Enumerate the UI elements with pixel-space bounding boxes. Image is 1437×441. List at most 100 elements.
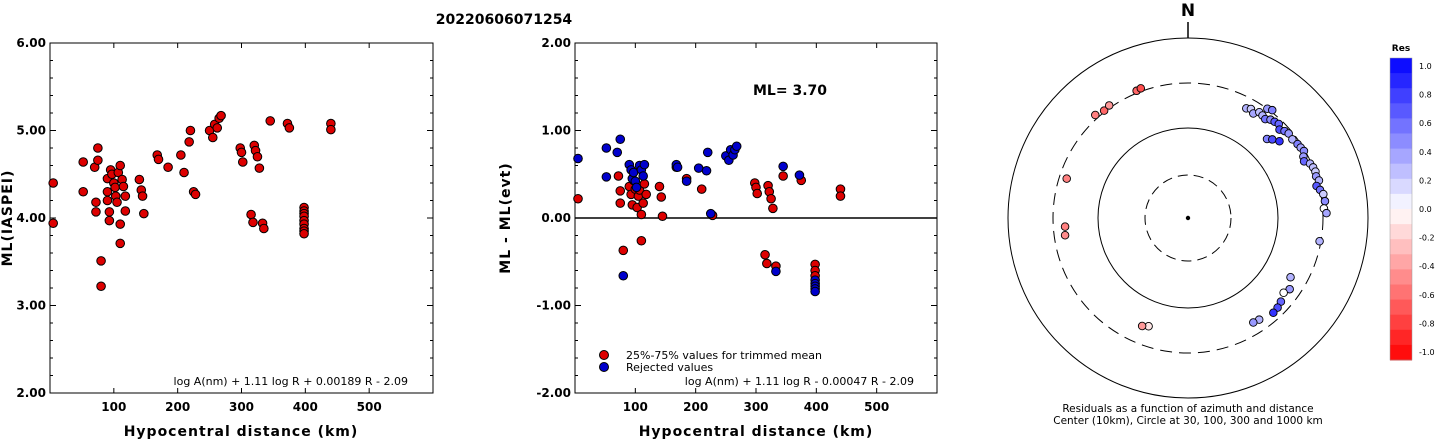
data-point — [639, 179, 650, 189]
data-point — [641, 189, 651, 200]
data-point — [618, 270, 629, 281]
data-point — [768, 203, 778, 214]
x-tick-label: 200 — [683, 400, 708, 414]
data-point — [612, 147, 623, 158]
ring-1000km — [1007, 37, 1369, 399]
colorbar-ticks: 1.0 0.8 0.6 0.4 0.2 0.0 -0.2 -0.4 -0.6 -0.8 -1.0 — [1419, 62, 1435, 357]
data-point — [134, 174, 145, 185]
y-tick-label: 2.00 — [541, 36, 571, 50]
x-tick-label: 300 — [743, 400, 768, 414]
panel-2-formula: log A(nm) + 1.11 log R - 0.00047 R - 2.0… — [685, 375, 914, 388]
north-label: N — [1181, 1, 1195, 21]
panel-1-formula: log A(nm) + 1.11 log R + 0.00189 R - 2.0… — [174, 375, 408, 388]
data-point — [696, 184, 707, 194]
colorbar-cell — [1390, 224, 1412, 240]
colorbar-cell — [1390, 163, 1412, 180]
data-point — [163, 162, 173, 173]
colorbar-cell — [1390, 239, 1412, 255]
residual-point — [1275, 136, 1284, 146]
colorbar-cell — [1390, 103, 1412, 119]
residual-point — [1137, 321, 1147, 331]
data-point — [120, 206, 131, 216]
data-point — [236, 147, 247, 158]
data-point — [326, 124, 336, 135]
data-point — [265, 116, 276, 126]
panel-2-ylabel: ML - ML(evt) — [498, 162, 514, 273]
data-point — [762, 258, 772, 269]
data-point — [91, 197, 101, 208]
colorbar-cell — [1390, 329, 1412, 346]
data-point — [657, 211, 668, 222]
residual-point — [1136, 84, 1146, 93]
colorbar-tick-label: 0.2 — [1419, 176, 1432, 185]
data-point — [631, 182, 642, 193]
data-point — [636, 209, 647, 220]
residual-point — [1091, 110, 1100, 120]
data-point — [137, 191, 148, 201]
colorbar-tick-label: 1.0 — [1419, 62, 1432, 71]
x-tick-label: 500 — [357, 400, 382, 414]
data-point — [573, 153, 583, 164]
y-tick-label: 6.00 — [16, 36, 46, 50]
colorbar: Res 1.0 0.8 0.6 0.4 0.2 0.0 -0.2 -0.4 -0.6 -0.8 -1… — [1389, 44, 1435, 361]
panel-2-axes: 100 200 300 400 500 -2.00 -1.00 0.00 1.00 2.00 — [536, 36, 937, 414]
ring-100km — [1097, 127, 1279, 309]
colorbar-cells — [1389, 57, 1413, 361]
legend-label-rejected: Rejected values — [626, 361, 713, 374]
data-point — [654, 181, 665, 192]
data-point — [766, 193, 776, 204]
data-point — [184, 137, 194, 147]
data-point — [252, 151, 263, 162]
data-point — [185, 125, 196, 136]
legend-marker-trimmed — [599, 350, 609, 360]
data-point — [615, 186, 626, 196]
data-point — [778, 171, 788, 181]
x-tick-label: 100 — [101, 400, 126, 414]
y-tick-label: 5.00 — [16, 124, 46, 138]
residual-point — [1060, 222, 1070, 231]
panel-1-points — [48, 110, 336, 292]
colorbar-cell — [1390, 133, 1412, 150]
data-point — [299, 228, 309, 239]
colorbar-cell — [1390, 118, 1412, 134]
data-point — [102, 195, 113, 206]
colorbar-cell — [1390, 148, 1412, 165]
x-tick-label: 300 — [229, 400, 254, 414]
colorbar-tick-label: 0.6 — [1419, 119, 1432, 128]
data-point — [212, 123, 223, 133]
data-point — [96, 256, 106, 266]
residual-point — [1099, 106, 1109, 115]
colorbar-cell — [1390, 254, 1412, 270]
legend-label-trimmed: 25%-75% values for trimmed mean — [626, 349, 822, 362]
colorbar-cell — [1390, 314, 1412, 331]
panel-3-points — [1060, 84, 1331, 331]
data-point — [248, 217, 258, 228]
data-point — [254, 163, 265, 173]
data-point — [693, 163, 704, 173]
colorbar-cell — [1390, 209, 1412, 225]
data-point — [91, 207, 101, 217]
y-tick-label: 0.00 — [541, 211, 571, 225]
panel-2-points — [573, 134, 846, 297]
colorbar-cell — [1390, 73, 1412, 89]
residual-point — [1288, 135, 1297, 144]
colorbar-cell — [1390, 269, 1412, 285]
data-point — [207, 132, 218, 143]
data-point — [118, 181, 129, 192]
data-point — [216, 110, 226, 121]
data-point — [102, 186, 113, 197]
data-point — [120, 191, 131, 201]
y-tick-label: 1.00 — [541, 124, 571, 138]
data-point — [702, 147, 713, 158]
residual-point — [1104, 101, 1114, 110]
colorbar-cell — [1390, 284, 1412, 301]
residual-point — [1267, 105, 1277, 115]
data-point — [246, 209, 256, 220]
data-point — [638, 198, 648, 208]
residual-point — [1269, 308, 1278, 318]
x-tick-label: 400 — [293, 400, 318, 414]
y-tick-label: -2.00 — [536, 386, 571, 400]
y-tick-label: 3.00 — [16, 299, 46, 313]
data-point — [259, 223, 269, 234]
